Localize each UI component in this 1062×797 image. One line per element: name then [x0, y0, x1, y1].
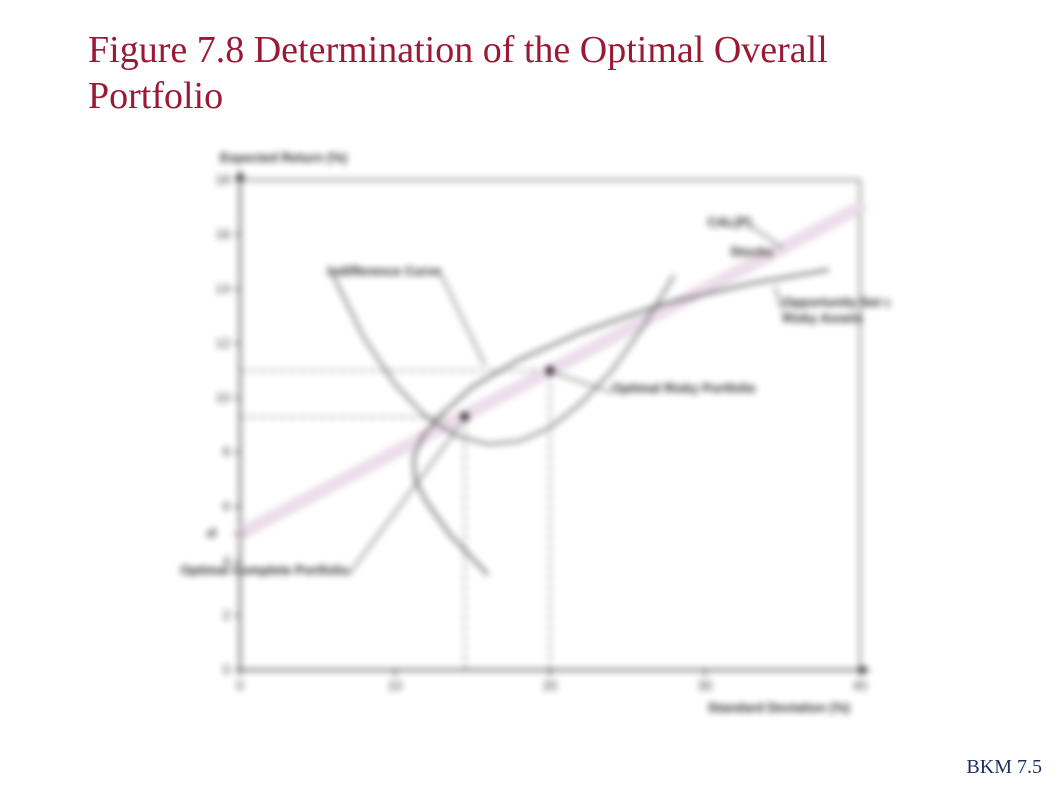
annotation-text: Risky Assets [783, 311, 863, 326]
y-tick-label: 10 [216, 390, 230, 405]
y-tick-label: 0 [223, 662, 230, 677]
chart-container: 024681012141618010203040Expected Return … [170, 140, 890, 730]
annotation-text: Opportunity Set of [783, 295, 891, 310]
point-optimal-complete-c [460, 412, 469, 421]
x-axis-arrow [860, 665, 870, 675]
y-tick-label: 8 [223, 444, 230, 459]
point-optimal-risky-p [546, 366, 555, 375]
y-tick-label: 14 [216, 281, 230, 296]
chart-svg: 024681012141618010203040Expected Return … [170, 140, 890, 730]
y-tick-label: 2 [223, 608, 230, 623]
x-tick-label: 0 [236, 678, 243, 693]
annotation-leader [442, 275, 485, 365]
x-tick-label: 20 [543, 678, 557, 693]
slide-title: Figure 7.8 Determination of the Optimal … [88, 28, 968, 119]
annotation-text: Optimal Complete Portfolio [180, 563, 348, 578]
y-tick-label: 16 [216, 226, 230, 241]
x-axis-label: Standard Deviation (%) [708, 700, 850, 715]
x-tick-label: 10 [388, 678, 402, 693]
rf-label: rf [207, 526, 217, 541]
annotation-text: CAL(P) [707, 214, 751, 229]
y-axis-arrow [235, 170, 245, 180]
annotation-leader [555, 373, 612, 392]
y-tick-label: 12 [216, 335, 230, 350]
stocks-label: Stocks [730, 244, 773, 259]
y-tick-label: 6 [223, 499, 230, 514]
annotation-leader [775, 286, 783, 311]
annotation-text: Optimal Risky Portfolio [612, 380, 756, 395]
x-tick-label: 30 [698, 678, 712, 693]
indifference-curve [333, 275, 674, 444]
y-axis-label: Expected Return (%) [220, 150, 347, 165]
x-tick-label: 40 [853, 678, 867, 693]
efficient-frontier-curve [414, 270, 829, 575]
y-tick-label: 18 [216, 172, 230, 187]
footer-reference: BKM 7.5 [966, 756, 1042, 779]
annotation-text: Indifference Curve [327, 263, 441, 278]
